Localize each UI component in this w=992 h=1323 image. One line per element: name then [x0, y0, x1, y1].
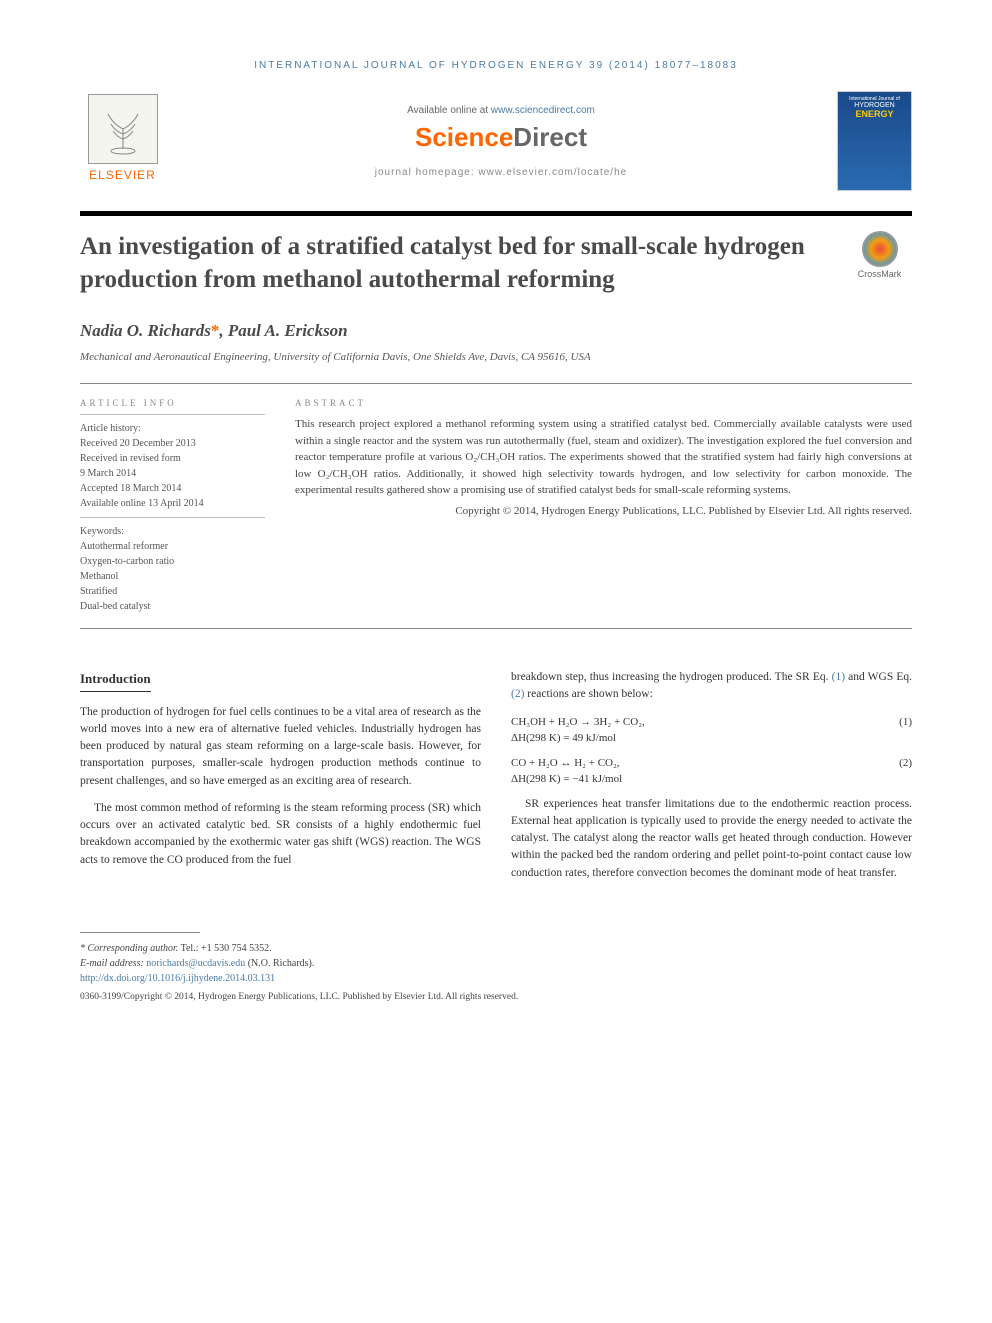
eq1-line2: ΔH(298 K) = 49 kJ/mol [511, 730, 882, 747]
doi-link[interactable]: http://dx.doi.org/10.1016/j.ijhydene.201… [80, 973, 275, 984]
equation-1: CH₃OH + H₂O → 3H₂ + CO₂, ΔH(298 K) = 49 … [511, 714, 912, 747]
cover-energy-text: ENERGY [855, 109, 893, 119]
footer-notes: * Corresponding author. Tel.: +1 530 754… [80, 941, 912, 1004]
revised-date: 9 March 2014 [80, 466, 265, 481]
p3-mid: and WGS Eq. [845, 671, 912, 683]
elsevier-tree-icon [88, 94, 158, 164]
eq-ref-1[interactable]: (1) [832, 671, 845, 683]
intro-paragraph-3: breakdown step, thus increasing the hydr… [511, 669, 912, 704]
abstract-column: ABSTRACT This research project explored … [295, 398, 912, 614]
eq2-line1: CO + H₂O ↔ H₂ + CO₂, [511, 755, 882, 772]
body-column-left: Introduction The production of hydrogen … [80, 669, 481, 892]
cover-hydrogen-text: HYDROGEN [854, 102, 894, 109]
online-date: Available online 13 April 2014 [80, 496, 265, 511]
availability-block: Available online at www.sciencedirect.co… [165, 105, 837, 178]
info-divider-2 [80, 517, 265, 518]
article-title: An investigation of a stratified catalys… [80, 231, 847, 296]
email-suffix: (N.O. Richards). [245, 958, 314, 969]
info-divider [80, 414, 265, 415]
journal-homepage-text: journal homepage: www.elsevier.com/locat… [165, 167, 837, 178]
email-label: E-mail address: [80, 958, 146, 969]
elsevier-logo: ELSEVIER [80, 94, 165, 189]
intro-paragraph-1: The production of hydrogen for fuel cell… [80, 704, 481, 790]
affiliation-line: Mechanical and Aeronautical Engineering,… [80, 351, 912, 363]
info-top-divider [80, 383, 912, 384]
issn-copyright: 0360-3199/Copyright © 2014, Hydrogen Ene… [80, 990, 912, 1004]
p3-prefix: breakdown step, thus increasing the hydr… [511, 671, 832, 683]
sd-logo-orange: Science [415, 122, 513, 152]
history-label: Article history: [80, 421, 265, 436]
author-2: Paul A. Erickson [228, 321, 348, 340]
authors-line: Nadia O. Richards*, Paul A. Erickson [80, 321, 912, 341]
revised-label: Received in revised form [80, 451, 265, 466]
introduction-heading: Introduction [80, 669, 151, 692]
corr-label: * Corresponding author. [80, 943, 178, 954]
abstract-text: This research project explored a methano… [295, 416, 912, 499]
author-1: Nadia O. Richards [80, 321, 211, 340]
email-line: E-mail address: norichards@ucdavis.edu (… [80, 956, 912, 971]
abstract-heading: ABSTRACT [295, 398, 912, 408]
eq2-line2: ΔH(298 K) = −41 kJ/mol [511, 771, 882, 788]
publisher-header-row: ELSEVIER Available online at www.science… [80, 91, 912, 191]
journal-citation-header: INTERNATIONAL JOURNAL OF HYDROGEN ENERGY… [80, 60, 912, 71]
keyword-3: Methanol [80, 569, 265, 584]
eq1-number: (1) [882, 714, 912, 731]
keyword-1: Autothermal reformer [80, 539, 265, 554]
corresponding-author-note: * Corresponding author. Tel.: +1 530 754… [80, 941, 912, 956]
sciencedirect-logo: ScienceDirect [165, 122, 837, 153]
keyword-2: Oxygen-to-carbon ratio [80, 554, 265, 569]
body-two-column: Introduction The production of hydrogen … [80, 669, 912, 892]
available-online-text: Available online at www.sciencedirect.co… [165, 105, 837, 116]
abstract-copyright: Copyright © 2014, Hydrogen Energy Public… [295, 505, 912, 517]
info-bottom-divider [80, 628, 912, 629]
p3-suffix: reactions are shown below: [524, 688, 652, 700]
corr-tel: Tel.: +1 530 754 5352. [178, 943, 271, 954]
footnote-divider [80, 932, 200, 933]
crossmark-icon [862, 231, 898, 267]
crossmark-label: CrossMark [858, 269, 902, 279]
sciencedirect-link[interactable]: www.sciencedirect.com [491, 105, 595, 116]
keyword-5: Dual-bed catalyst [80, 599, 265, 614]
keywords-label: Keywords: [80, 524, 265, 539]
received-date: Received 20 December 2013 [80, 436, 265, 451]
eq2-number: (2) [882, 755, 912, 772]
title-divider-bar [80, 211, 912, 216]
info-abstract-row: ARTICLE INFO Article history: Received 2… [80, 398, 912, 614]
eq-ref-2[interactable]: (2) [511, 688, 524, 700]
sd-logo-grey: Direct [513, 122, 587, 152]
keyword-4: Stratified [80, 584, 265, 599]
journal-cover-thumbnail: International Journal of HYDROGEN ENERGY [837, 91, 912, 191]
article-info-column: ARTICLE INFO Article history: Received 2… [80, 398, 265, 614]
email-link[interactable]: norichards@ucdavis.edu [146, 958, 245, 969]
accepted-date: Accepted 18 March 2014 [80, 481, 265, 496]
intro-paragraph-2: The most common method of reforming is t… [80, 800, 481, 869]
body-column-right: breakdown step, thus increasing the hydr… [511, 669, 912, 892]
crossmark-badge[interactable]: CrossMark [847, 231, 912, 279]
available-prefix: Available online at [407, 105, 491, 116]
title-row: An investigation of a stratified catalys… [80, 231, 912, 296]
eq1-line1: CH₃OH + H₂O → 3H₂ + CO₂, [511, 714, 882, 731]
elsevier-brand-text: ELSEVIER [89, 168, 156, 182]
intro-paragraph-4: SR experiences heat transfer limitations… [511, 796, 912, 882]
author-separator: , [219, 321, 228, 340]
article-info-heading: ARTICLE INFO [80, 398, 265, 408]
equation-2: CO + H₂O ↔ H₂ + CO₂, ΔH(298 K) = −41 kJ/… [511, 755, 912, 788]
